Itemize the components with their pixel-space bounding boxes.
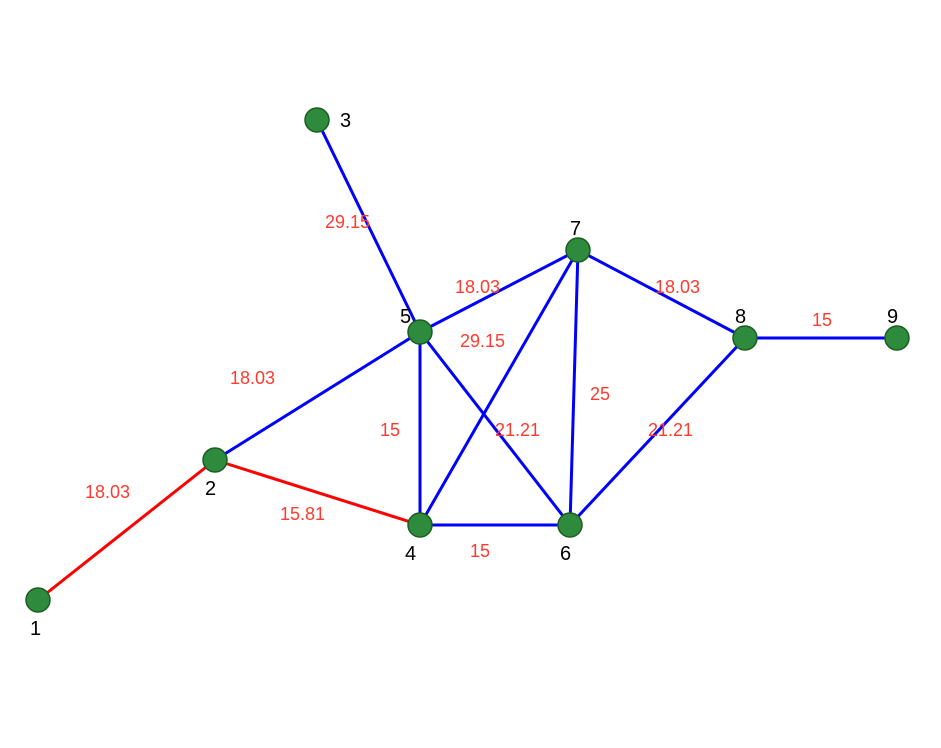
edge-weight-label: 29.15 bbox=[325, 212, 370, 232]
edges-layer bbox=[38, 120, 897, 600]
node-label: 6 bbox=[560, 543, 571, 565]
edge-labels-layer: 18.03 15.81 18.03 29.15 15 15 21.21 29.15 18.03 2… bbox=[85, 212, 832, 561]
node-label: 8 bbox=[735, 306, 746, 328]
graph-diagram: 18.0315.8118.0329.15151521.2129.1518.032… bbox=[0, 0, 941, 748]
node-label: 4 bbox=[405, 543, 416, 565]
edge-weight-label: 15 bbox=[380, 420, 400, 440]
node-label: 2 bbox=[205, 478, 216, 500]
edge-weight-label: 15 bbox=[470, 541, 490, 561]
node-label: 3 bbox=[340, 110, 351, 132]
graph-node bbox=[408, 320, 432, 344]
edge-weight-label: 21.21 bbox=[648, 420, 693, 440]
edge bbox=[570, 250, 578, 525]
node-label: 9 bbox=[887, 306, 898, 328]
nodes-layer bbox=[26, 108, 909, 612]
graph-node bbox=[558, 513, 582, 537]
edge-weight-label: 18.03 bbox=[230, 368, 275, 388]
edge-weight-label: 29.15 bbox=[460, 331, 505, 351]
graph-node bbox=[566, 238, 590, 262]
edge bbox=[38, 460, 215, 600]
edge-weight-label: 25 bbox=[590, 384, 610, 404]
edge bbox=[215, 332, 420, 460]
graph-node bbox=[203, 448, 227, 472]
graph-node bbox=[885, 326, 909, 350]
graph-node bbox=[305, 108, 329, 132]
graph-node bbox=[408, 513, 432, 537]
edge-weight-label: 15.81 bbox=[280, 504, 325, 524]
edge-weight-label: 15 bbox=[812, 310, 832, 330]
node-label: 5 bbox=[400, 306, 411, 328]
graph-node bbox=[26, 588, 50, 612]
graph-node bbox=[733, 326, 757, 350]
node-label: 7 bbox=[570, 218, 581, 240]
edge-weight-label: 18.03 bbox=[655, 277, 700, 297]
edge-weight-label: 21.21 bbox=[495, 420, 540, 440]
node-labels-layer: 1 2 3 4 5 6 7 8 9 bbox=[30, 110, 898, 640]
edge-weight-label: 18.03 bbox=[455, 277, 500, 297]
node-label: 1 bbox=[30, 618, 41, 640]
edge-weight-label: 18.03 bbox=[85, 482, 130, 502]
